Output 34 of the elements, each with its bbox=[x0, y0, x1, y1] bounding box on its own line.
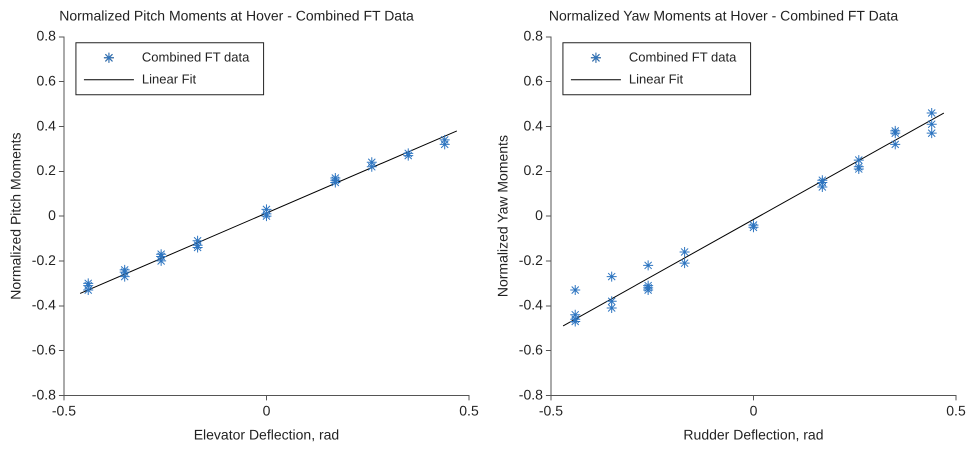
legend-label: Linear Fit bbox=[142, 71, 196, 86]
y-tick-label: 0.6 bbox=[523, 72, 544, 88]
x-tick-label: -0.5 bbox=[52, 402, 76, 419]
x-axis-title: Elevator Deflection, rad bbox=[194, 426, 340, 442]
y-tick-label: 0.4 bbox=[523, 117, 544, 134]
chart-title: Normalized Pitch Moments at Hover - Combined FT Data bbox=[59, 7, 414, 24]
y-tick-label: 0.4 bbox=[36, 117, 56, 134]
y-tick-label: 0.6 bbox=[36, 72, 56, 88]
y-tick-label: 0 bbox=[48, 206, 56, 223]
y-tick-label: 0.8 bbox=[36, 28, 56, 44]
y-tick-label: -0.4 bbox=[518, 296, 544, 313]
y-tick-label: -0.6 bbox=[518, 341, 544, 358]
x-tick-label: 0.5 bbox=[459, 402, 479, 419]
x-tick-label: 0 bbox=[262, 402, 271, 419]
y-tick-label: -0.8 bbox=[32, 386, 56, 402]
legend-label: Combined FT data bbox=[142, 49, 250, 64]
x-tick-label: 0.5 bbox=[946, 402, 966, 419]
y-tick-label: -0.4 bbox=[32, 296, 56, 313]
y-tick-label: -0.2 bbox=[518, 252, 544, 268]
legend-label: Combined FT data bbox=[628, 49, 738, 64]
y-axis-title: Normalized Yaw Moments bbox=[494, 135, 510, 298]
y-tick-label: -0.6 bbox=[32, 341, 56, 358]
legend-label: Linear Fit bbox=[628, 71, 684, 86]
chart-title: Normalized Yaw Moments at Hover - Combined FT Data bbox=[548, 7, 898, 24]
y-tick-label: 0.2 bbox=[36, 162, 56, 178]
y-tick-label: -0.8 bbox=[518, 386, 544, 402]
y-tick-label: 0 bbox=[535, 206, 544, 223]
y-axis-title: Normalized Pitch Moments bbox=[7, 132, 24, 300]
y-tick-label: 0.2 bbox=[523, 162, 544, 178]
x-axis-title: Rudder Deflection, rad bbox=[683, 426, 824, 442]
y-tick-label: 0.8 bbox=[523, 28, 544, 44]
x-tick-label: -0.5 bbox=[538, 402, 564, 419]
y-tick-label: -0.2 bbox=[32, 252, 56, 268]
x-tick-label: 0 bbox=[750, 402, 758, 419]
